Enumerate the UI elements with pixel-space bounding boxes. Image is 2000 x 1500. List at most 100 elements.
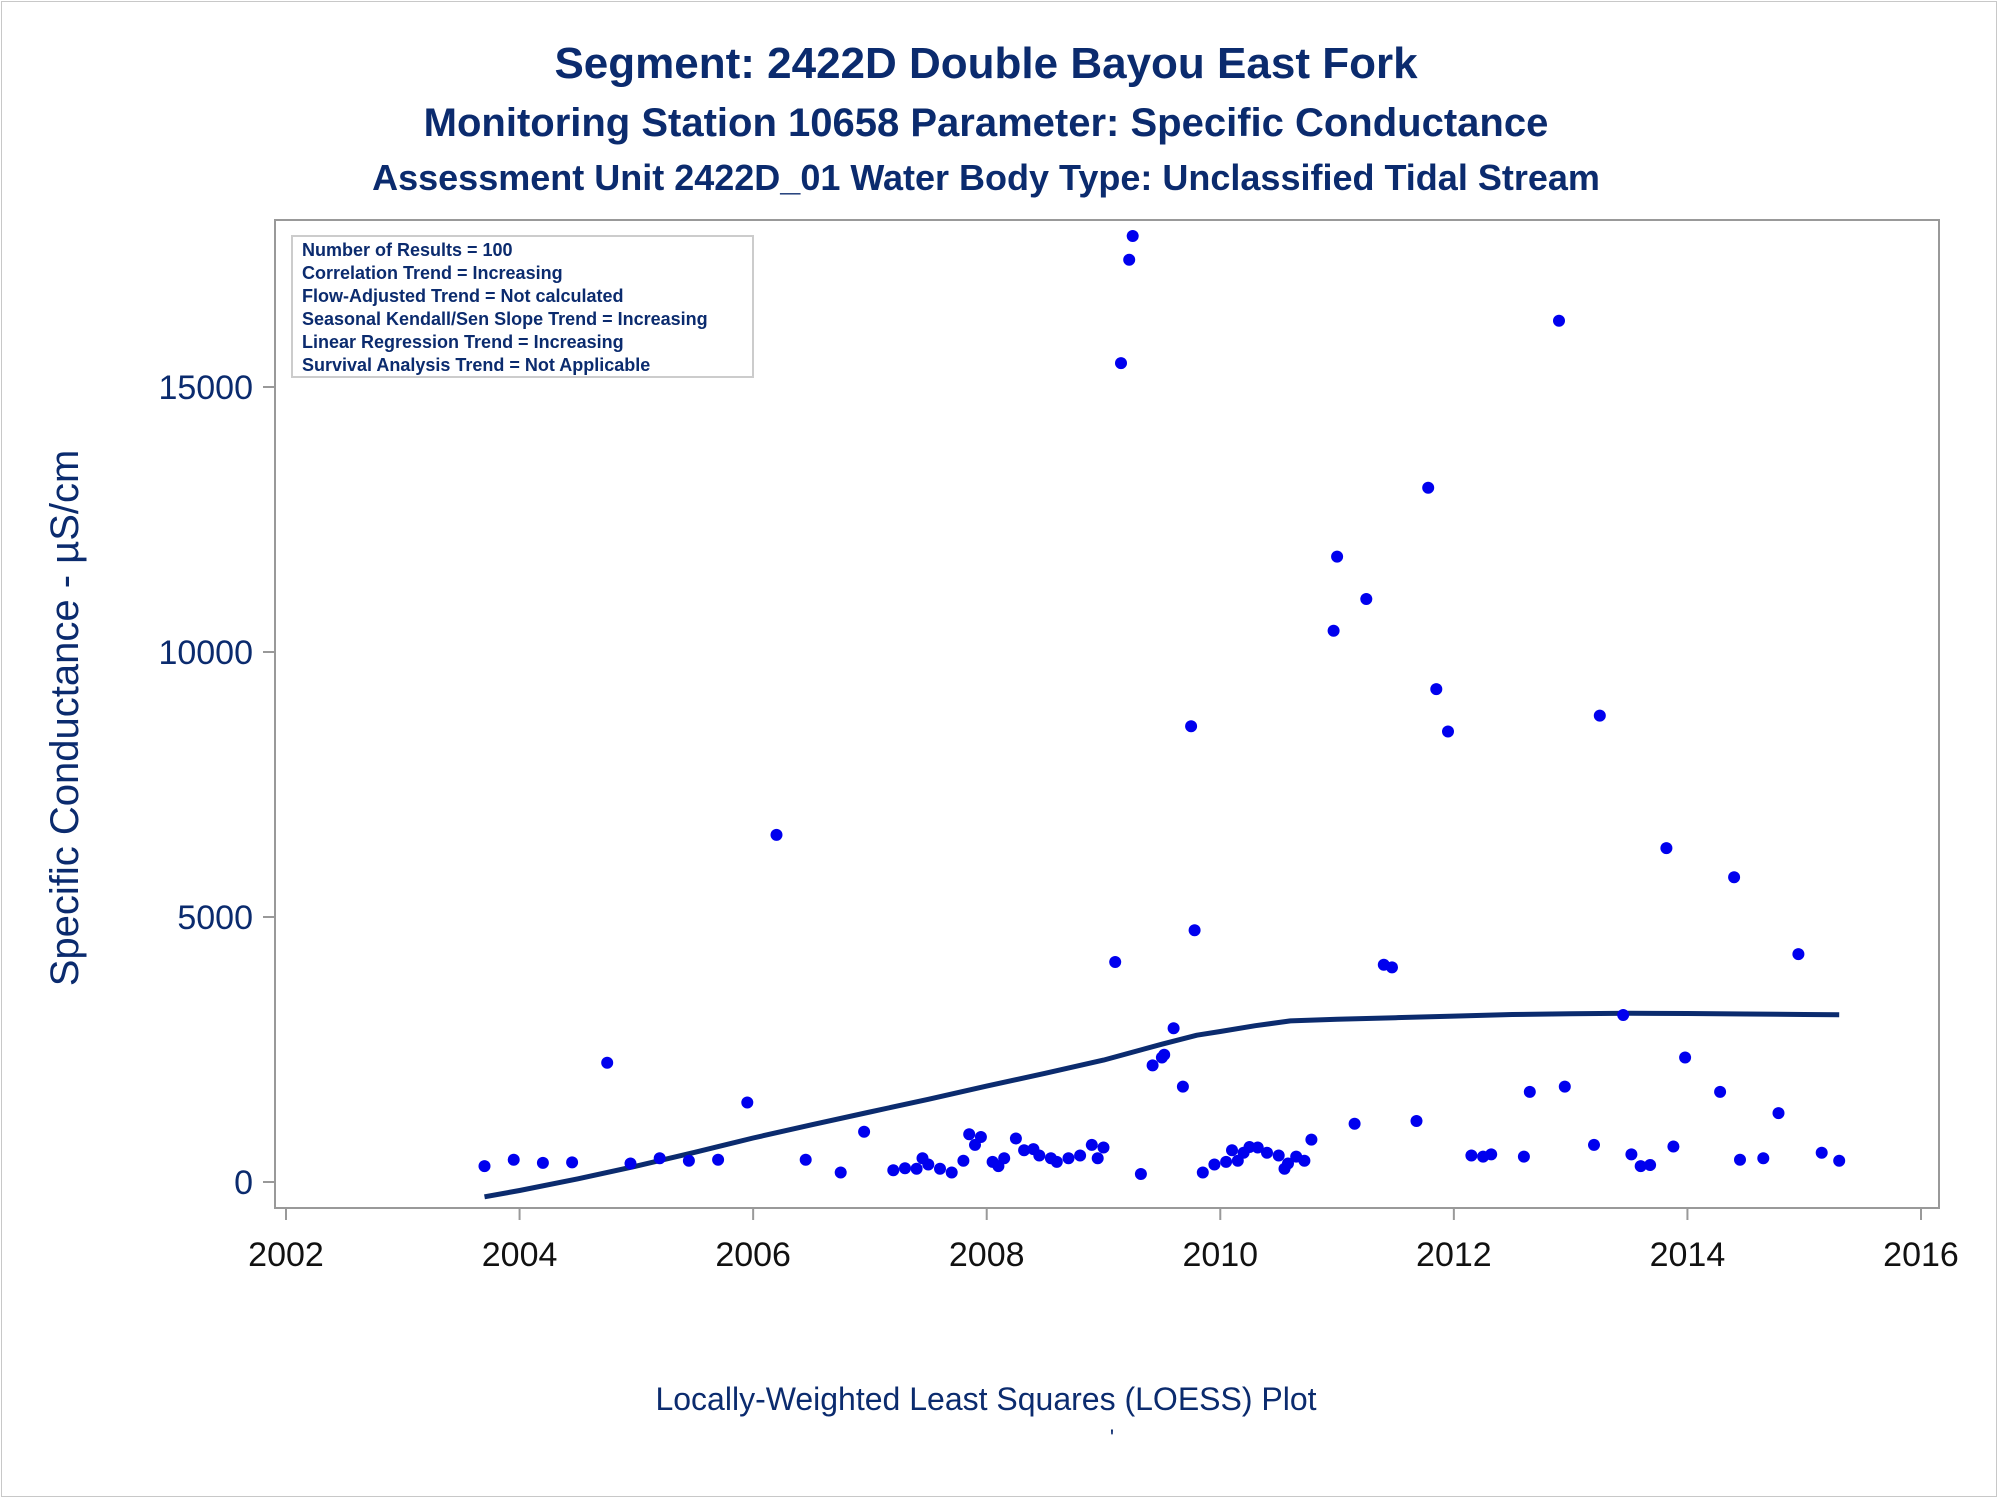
y-axis: 0 5000 10000 15000 <box>158 369 275 1202</box>
data-point <box>1097 1141 1110 1154</box>
data-point <box>1085 1138 1098 1151</box>
data-point <box>974 1131 987 1143</box>
data-point <box>1251 1141 1264 1154</box>
chart-subtitle-1: Monitoring Station 10658 Parameter: Spec… <box>424 101 1549 145</box>
plot-area <box>274 219 1940 1209</box>
data-point <box>1050 1155 1063 1168</box>
data-point <box>1033 1149 1046 1162</box>
data-point <box>1282 1157 1294 1170</box>
chart-title: Segment: 2422D Double Bayou East Fork <box>554 39 1418 88</box>
data-point <box>1272 1149 1285 1162</box>
data-point <box>1588 1138 1600 1151</box>
data-point <box>1772 1107 1785 1120</box>
data-point <box>1360 593 1373 605</box>
data-point <box>1617 1009 1630 1021</box>
y-tick-label: 5000 <box>177 899 253 937</box>
data-point <box>653 1152 666 1165</box>
data-point <box>899 1162 911 1175</box>
data-point <box>1158 1048 1171 1061</box>
x-axis: 2002 2004 2006 2008 2010 2012 2014 2016 <box>248 1208 1959 1274</box>
footnote-mark: ' <box>1110 1425 1114 1450</box>
y-tick-label: 15000 <box>158 369 253 407</box>
data-point <box>1134 1168 1147 1180</box>
info-box: Number of Results = 100 Correlation Tren… <box>291 235 754 378</box>
data-point <box>1815 1146 1828 1159</box>
data-point <box>1348 1117 1361 1130</box>
data-point <box>1714 1085 1727 1098</box>
data-point <box>934 1162 946 1175</box>
data-point <box>1833 1154 1846 1167</box>
data-point <box>998 1152 1011 1165</box>
data-point <box>1410 1115 1423 1127</box>
data-point <box>1667 1140 1680 1153</box>
data-point <box>1261 1146 1273 1159</box>
data-point <box>910 1162 923 1175</box>
data-point <box>1126 230 1139 242</box>
data-point <box>1625 1148 1638 1161</box>
y-axis-label: Specific Conductance - µS/cm <box>43 450 87 987</box>
data-point <box>1660 842 1673 855</box>
x-tick-label: 2014 <box>1650 1236 1726 1274</box>
data-point <box>1115 357 1127 370</box>
data-point <box>741 1096 754 1109</box>
x-tick-label: 2010 <box>1182 1236 1258 1274</box>
data-point <box>1109 956 1122 968</box>
data-point <box>1553 314 1565 327</box>
data-point <box>1442 725 1454 738</box>
data-point <box>1220 1155 1233 1168</box>
info-line-seasonal-kendall: Seasonal Kendall/Sen Slope Trend = Incre… <box>302 309 708 329</box>
data-point <box>1485 1148 1498 1161</box>
data-point <box>1465 1149 1478 1162</box>
data-point <box>922 1158 935 1171</box>
data-point <box>945 1166 958 1179</box>
info-line-survival: Survival Analysis Trend = Not Applicable <box>302 355 650 375</box>
data-point <box>1327 624 1340 637</box>
data-point <box>1430 683 1443 696</box>
data-point <box>566 1156 579 1169</box>
x-tick-label: 2008 <box>949 1236 1025 1274</box>
data-point <box>1558 1080 1571 1093</box>
info-line-linear-regression: Linear Regression Trend = Increasing <box>302 332 624 352</box>
data-point <box>1018 1144 1031 1157</box>
data-point <box>770 828 783 841</box>
x-tick-label: 2004 <box>482 1236 558 1274</box>
data-point <box>1305 1133 1318 1146</box>
y-tick-label: 10000 <box>158 634 253 672</box>
data-point <box>834 1166 847 1179</box>
data-point <box>858 1125 871 1138</box>
data-point <box>601 1056 614 1069</box>
data-point <box>887 1164 900 1177</box>
data-point <box>1728 871 1741 884</box>
data-point <box>1593 709 1606 722</box>
data-point <box>963 1128 976 1141</box>
data-point <box>957 1154 970 1167</box>
data-point <box>507 1153 520 1166</box>
data-point <box>1062 1152 1075 1165</box>
data-point <box>1298 1154 1311 1167</box>
data-point <box>799 1153 812 1166</box>
data-point <box>1523 1085 1536 1098</box>
x-tick-label: 2016 <box>1883 1236 1959 1274</box>
data-point <box>1734 1153 1746 1166</box>
data-point <box>1176 1080 1189 1093</box>
data-point <box>1208 1158 1221 1171</box>
data-point <box>1757 1152 1770 1165</box>
data-point <box>536 1156 549 1169</box>
data-point <box>1009 1132 1022 1145</box>
x-axis-label: Locally-Weighted Least Squares (LOESS) P… <box>655 1381 1316 1417</box>
loess-series <box>484 1010 1840 1200</box>
info-line-results: Number of Results = 100 <box>302 240 513 260</box>
x-tick-label: 2006 <box>715 1236 791 1274</box>
data-point <box>1517 1150 1530 1163</box>
data-point <box>1167 1022 1180 1035</box>
info-line-correlation: Correlation Trend = Increasing <box>302 263 563 283</box>
data-point <box>1422 481 1435 494</box>
data-point <box>1634 1160 1647 1173</box>
data-point <box>1188 924 1201 937</box>
data-point <box>1679 1051 1692 1064</box>
data-point <box>1226 1144 1238 1157</box>
data-point <box>1331 550 1344 563</box>
data-point <box>624 1157 637 1170</box>
